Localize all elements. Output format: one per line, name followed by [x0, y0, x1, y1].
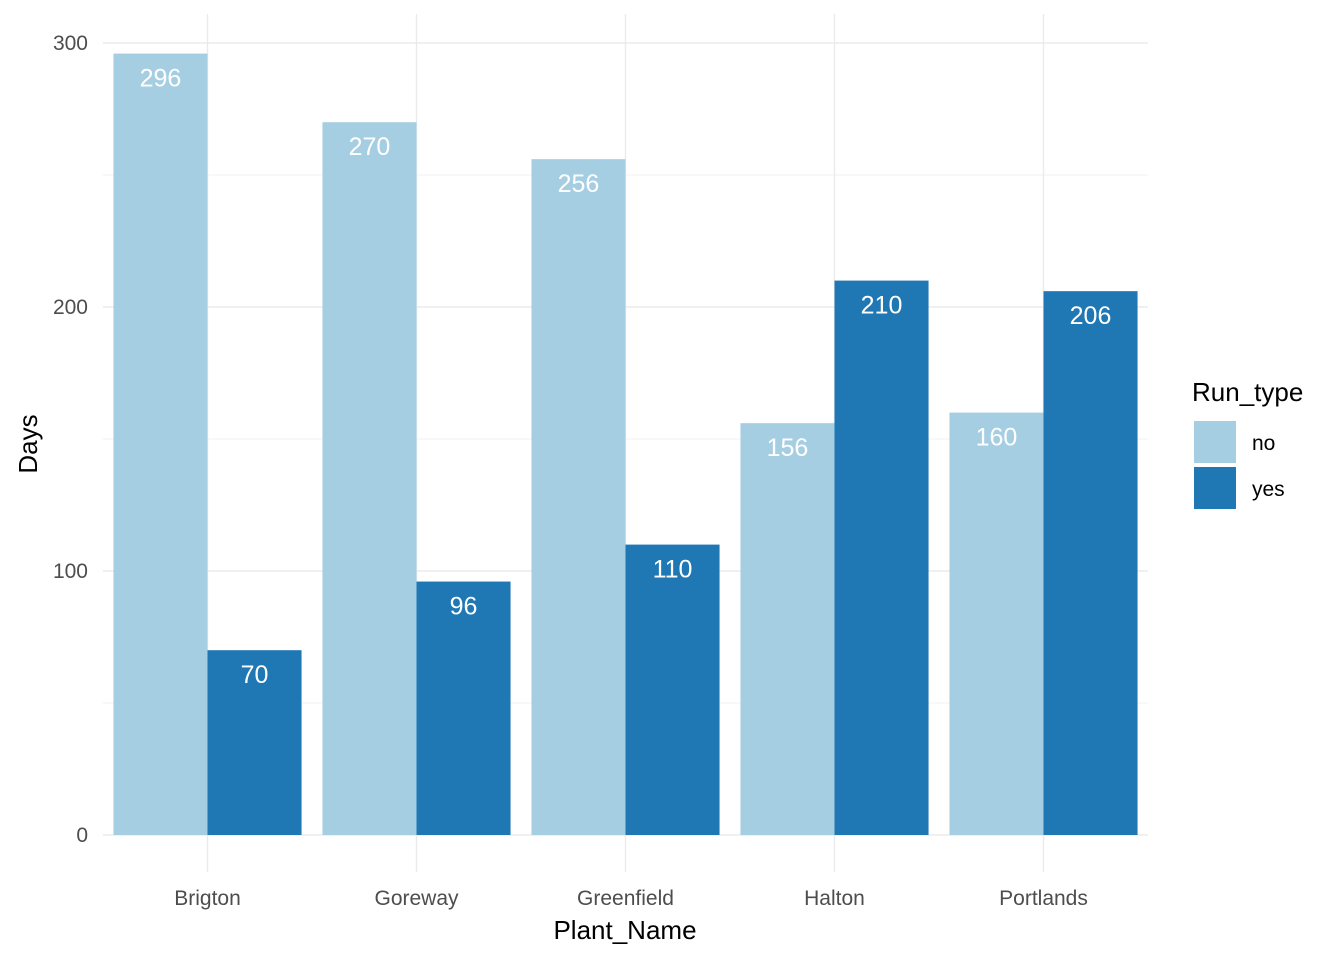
bar-labels-group: 296 70 270 96 256 110 156 210 160 206 [140, 65, 1112, 690]
legend-label-no: no [1252, 432, 1275, 455]
bar-portlands-no [949, 412, 1044, 835]
y-tick-label: 300 [53, 32, 88, 55]
x-axis-ticks: Brigton Goreway Greenfield Halton Portlands [174, 887, 1088, 910]
x-tick-label: Halton [804, 887, 865, 910]
bar-label-greenfield-no: 256 [558, 170, 600, 198]
bar-goreway-yes [416, 581, 511, 835]
bar-halton-no [740, 423, 835, 835]
legend-label-yes: yes [1252, 478, 1285, 501]
bar-label-goreway-no: 270 [349, 133, 391, 161]
bar-label-brigton-no: 296 [140, 65, 182, 93]
bar-label-greenfield-yes: 110 [653, 556, 693, 584]
y-tick-label: 0 [76, 824, 88, 847]
bars-group [113, 53, 1138, 836]
x-tick-label: Portlands [999, 887, 1088, 910]
bar-portlands-yes [1043, 291, 1138, 835]
legend-key-yes [1194, 467, 1236, 509]
legend: Run_type no yes [1192, 377, 1303, 509]
bar-label-portlands-yes: 206 [1070, 302, 1112, 330]
bar-greenfield-no [531, 159, 626, 835]
bar-label-goreway-yes: 96 [450, 593, 478, 621]
x-tick-label: Greenfield [577, 887, 674, 910]
y-axis-ticks: 0 100 200 300 [53, 32, 88, 847]
y-tick-label: 200 [53, 296, 88, 319]
bar-brigton-yes [207, 650, 302, 835]
bar-goreway-no [322, 122, 417, 835]
y-tick-label: 100 [53, 560, 88, 583]
bar-halton-yes [834, 280, 929, 836]
bar-label-halton-no: 156 [767, 434, 809, 462]
bar-label-halton-yes: 210 [861, 292, 903, 320]
bar-greenfield-yes [625, 544, 720, 835]
x-tick-label: Brigton [174, 887, 241, 910]
bar-label-brigton-yes: 70 [241, 661, 269, 689]
legend-key-no [1194, 421, 1236, 463]
bar-brigton-no [113, 53, 208, 836]
y-axis-title: Days [13, 414, 43, 473]
legend-title: Run_type [1192, 377, 1303, 407]
x-axis-title: Plant_Name [553, 915, 696, 945]
bar-label-portlands-no: 160 [976, 424, 1018, 452]
x-tick-label: Goreway [374, 887, 459, 910]
